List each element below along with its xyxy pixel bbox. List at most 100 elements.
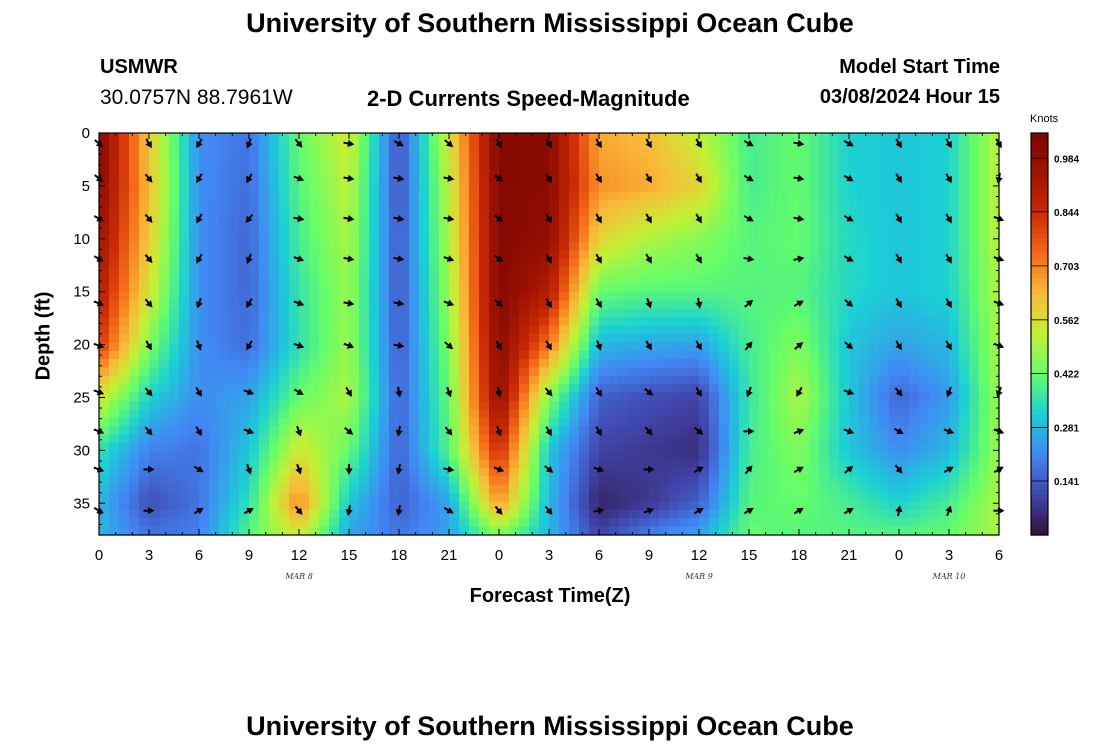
heatmap-cell bbox=[459, 300, 470, 310]
vector-head bbox=[745, 341, 753, 349]
heatmap-cell bbox=[129, 509, 140, 519]
heatmap-cell bbox=[589, 509, 600, 519]
heatmap-cell bbox=[729, 300, 740, 310]
heatmap-cell bbox=[319, 233, 330, 243]
heatmap-cell bbox=[939, 476, 950, 486]
heatmap-cell bbox=[439, 133, 450, 142]
heatmap-cell bbox=[469, 526, 480, 536]
heatmap-cell bbox=[159, 334, 170, 343]
current-vector bbox=[793, 255, 805, 263]
heatmap-cell bbox=[739, 325, 750, 335]
heatmap-cell bbox=[769, 493, 780, 503]
heatmap-cell bbox=[529, 359, 540, 369]
heatmap-cell bbox=[369, 518, 380, 528]
heatmap-cell bbox=[789, 493, 800, 503]
heatmap-cell bbox=[509, 325, 520, 335]
heatmap-cell bbox=[119, 208, 130, 218]
heatmap-cell bbox=[979, 442, 990, 452]
heatmap-cell bbox=[499, 300, 510, 310]
vector-head bbox=[846, 140, 854, 147]
heatmap-cell bbox=[109, 183, 120, 193]
heatmap-cell bbox=[939, 241, 950, 251]
current-vector bbox=[243, 507, 254, 515]
heatmap-cell bbox=[839, 308, 850, 318]
heatmap-cell bbox=[799, 392, 810, 402]
heatmap-cell bbox=[889, 334, 900, 343]
heatmap-cell bbox=[219, 183, 230, 193]
heatmap-cell bbox=[289, 283, 300, 293]
heatmap-cell bbox=[219, 233, 230, 243]
vector-head bbox=[96, 215, 104, 222]
heatmap-cell bbox=[719, 292, 730, 302]
heatmap-cell bbox=[859, 409, 870, 419]
current-vector bbox=[494, 254, 504, 263]
heatmap-cell bbox=[269, 359, 280, 369]
heatmap-cell bbox=[889, 191, 900, 201]
heatmap-cell bbox=[199, 484, 210, 494]
heatmap-cell bbox=[929, 317, 940, 327]
heatmap-cell bbox=[779, 392, 790, 402]
heatmap-cell bbox=[989, 509, 1000, 519]
heatmap-cell bbox=[609, 401, 620, 410]
heatmap-cell bbox=[489, 191, 500, 201]
heatmap-cell bbox=[809, 526, 820, 536]
heatmap-cell bbox=[359, 317, 370, 327]
heatmap-cell bbox=[169, 493, 180, 503]
heatmap-cell bbox=[969, 317, 980, 327]
heatmap-cell bbox=[429, 149, 440, 159]
heatmap-cell bbox=[189, 342, 200, 352]
vector-head bbox=[545, 507, 553, 515]
heatmap-cell bbox=[569, 334, 580, 343]
heatmap-cell bbox=[659, 484, 670, 494]
heatmap-cell bbox=[859, 493, 870, 503]
heatmap-cell bbox=[109, 258, 120, 268]
heatmap-cell bbox=[249, 409, 260, 419]
heatmap-cell bbox=[579, 401, 590, 410]
heatmap-cell bbox=[649, 384, 660, 394]
heatmap-cell bbox=[109, 384, 120, 394]
heatmap-cell bbox=[699, 216, 710, 226]
heatmap-cell bbox=[249, 241, 260, 251]
heatmap-cell bbox=[659, 417, 670, 427]
heatmap-cell bbox=[819, 166, 830, 176]
heatmap-cell bbox=[419, 216, 430, 226]
heatmap-cell bbox=[149, 141, 160, 151]
heatmap-cell bbox=[349, 308, 360, 318]
heatmap-cell bbox=[759, 493, 770, 503]
heatmap-cell bbox=[409, 200, 420, 209]
heatmap-cell bbox=[139, 225, 150, 235]
heatmap-cell bbox=[239, 317, 250, 327]
heatmap-cell bbox=[929, 258, 940, 268]
heatmap-cell bbox=[659, 518, 670, 528]
heatmap-cell bbox=[739, 509, 750, 519]
heatmap-cell bbox=[319, 509, 330, 519]
heatmap-cell bbox=[239, 250, 250, 260]
heatmap-cell bbox=[849, 292, 860, 302]
heatmap-cell bbox=[369, 292, 380, 302]
heatmap-cell bbox=[789, 518, 800, 528]
heatmap-cell bbox=[219, 476, 230, 486]
heatmap-cell bbox=[529, 292, 540, 302]
heatmap-cell bbox=[389, 308, 400, 318]
heatmap-cell bbox=[789, 442, 800, 452]
vector-head bbox=[145, 428, 153, 436]
heatmap-cell bbox=[439, 317, 450, 327]
heatmap-cell bbox=[99, 325, 110, 335]
vector-head bbox=[148, 507, 155, 515]
heatmap-cell bbox=[639, 283, 650, 293]
heatmap-cell bbox=[759, 292, 770, 302]
heatmap-cell bbox=[129, 334, 140, 343]
heatmap-cell bbox=[269, 342, 280, 352]
heatmap-cell bbox=[609, 267, 620, 276]
heatmap-cell bbox=[249, 375, 260, 385]
heatmap-cell bbox=[239, 484, 250, 494]
heatmap-cell bbox=[359, 141, 370, 151]
heatmap-cell bbox=[499, 158, 510, 168]
heatmap-cell bbox=[109, 325, 120, 335]
heatmap-cell bbox=[889, 166, 900, 176]
vector-head bbox=[595, 140, 602, 149]
heatmap-cell bbox=[229, 384, 240, 394]
heatmap-cell bbox=[489, 241, 500, 251]
vector-head bbox=[345, 389, 352, 397]
heatmap-cell bbox=[799, 292, 810, 302]
